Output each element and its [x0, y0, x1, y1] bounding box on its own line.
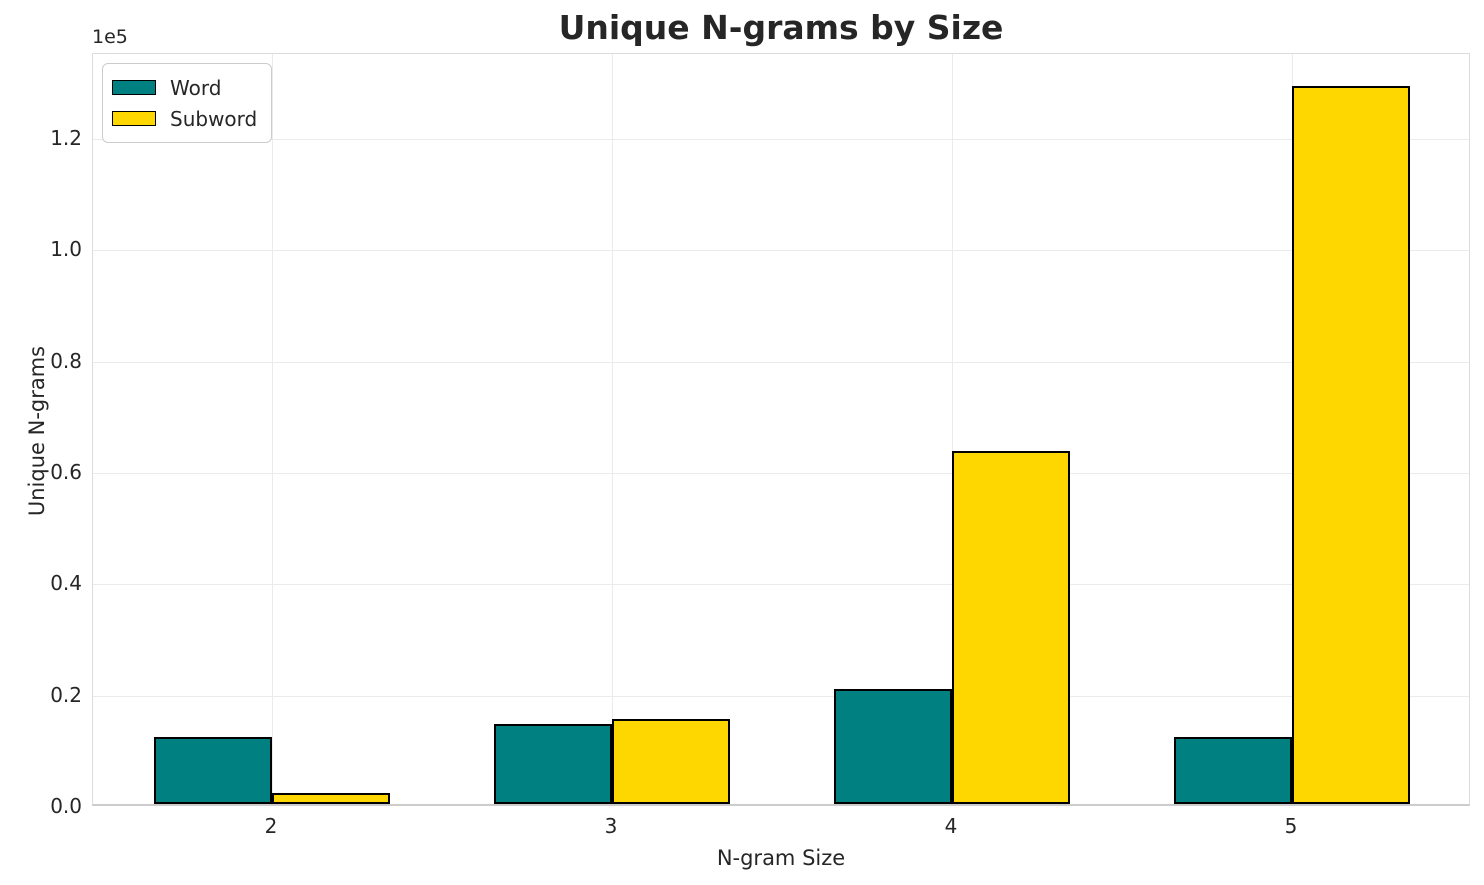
- y-gridline: [93, 584, 1469, 586]
- x-gridline: [272, 54, 273, 804]
- word-bar: [1174, 737, 1292, 804]
- y-tick-label: 0.2: [50, 682, 82, 707]
- legend-entry-word: Word: [112, 72, 257, 103]
- word-bar: [834, 689, 952, 804]
- y-axis-offset-text: 1e5: [92, 26, 128, 48]
- x-tick-label: 4: [944, 814, 958, 838]
- subword-bar: [952, 451, 1070, 804]
- x-gridline: [612, 54, 613, 804]
- word-bar: [494, 724, 612, 804]
- y-axis-label: Unique N-grams: [25, 345, 49, 517]
- subword-swatch-icon: [112, 111, 156, 126]
- y-tick-label: 1.0: [50, 237, 82, 262]
- y-gridline: [93, 139, 1469, 140]
- y-tick-label: 0.4: [50, 571, 82, 596]
- y-gridline: [93, 473, 1469, 474]
- legend-label: Subword: [170, 106, 258, 131]
- y-gridline: [93, 250, 1469, 252]
- subword-bar: [272, 793, 390, 804]
- y-tick-label: 1.2: [50, 126, 82, 150]
- y-gridline: [93, 361, 1469, 363]
- legend-label: Word: [170, 75, 222, 100]
- x-gridline: [952, 54, 953, 804]
- word-bar: [154, 737, 272, 804]
- x-tick-label: 2: [264, 814, 278, 838]
- word-swatch-icon: [112, 80, 156, 95]
- subword-bar: [1292, 86, 1410, 804]
- x-tick-label: 3: [604, 814, 618, 838]
- plot-area: [92, 53, 1470, 806]
- y-tick-label: 0.0: [50, 794, 82, 818]
- legend-entry-subword: Subword: [112, 103, 257, 134]
- y-gridline: [93, 695, 1469, 697]
- x-tick-label: 5: [1284, 814, 1298, 838]
- x-axis-label: N-gram Size: [716, 846, 846, 870]
- legend: Word Subword: [102, 63, 273, 143]
- y-tick-label: 0.8: [50, 348, 82, 373]
- y-tick-label: 0.6: [50, 460, 82, 484]
- chart-title: Unique N-grams by Size: [558, 8, 1004, 47]
- subword-bar: [612, 719, 730, 804]
